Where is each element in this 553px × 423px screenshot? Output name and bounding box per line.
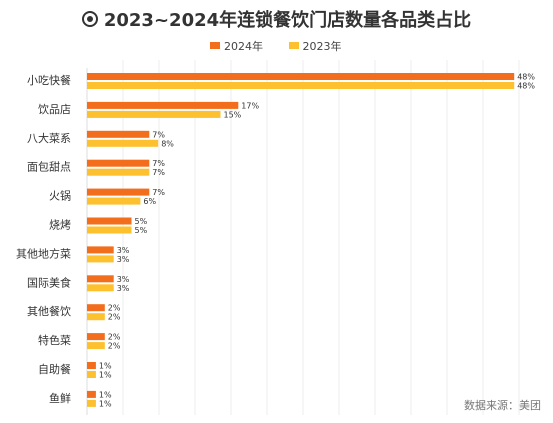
legend: 2024年 2023年 <box>210 38 364 54</box>
legend-item-2024: 2024年 <box>210 38 263 54</box>
data-label: 8% <box>161 139 174 148</box>
target-icon <box>81 11 98 27</box>
bar-2024 <box>87 188 150 196</box>
legend-label-2023: 2023年 <box>302 40 342 53</box>
category-label: 其他餐饮 <box>27 304 71 318</box>
data-label: 3% <box>117 255 130 264</box>
data-label: 48% <box>517 73 535 82</box>
bar-2024 <box>87 101 239 109</box>
category-label: 鱼鲜 <box>49 391 71 405</box>
data-label: 7% <box>152 159 165 168</box>
bar-2024 <box>87 275 114 283</box>
data-label: 1% <box>99 399 112 408</box>
data-label: 2% <box>108 333 121 342</box>
category-label: 特色菜 <box>38 333 71 347</box>
bar-2023 <box>87 139 159 147</box>
bar-2024 <box>87 159 150 167</box>
legend-label-2024: 2024年 <box>224 40 263 53</box>
bar-2023 <box>87 371 96 378</box>
category-label: 自助餐 <box>38 362 71 376</box>
category-label: 小吃快餐 <box>27 73 71 87</box>
bar-2023 <box>87 226 132 234</box>
data-label: 7% <box>152 168 165 177</box>
bar-2024 <box>87 130 150 138</box>
category-label: 烧烤 <box>49 218 71 232</box>
legend-swatch-2024 <box>210 42 220 49</box>
chart-title-row: 2023~2024年连锁餐饮门店数量各品类占比 <box>0 6 553 32</box>
category-label: 火锅 <box>49 190 71 203</box>
bar-2024 <box>87 390 96 398</box>
bar-2024 <box>87 333 105 341</box>
data-label: 48% <box>517 82 535 91</box>
data-label: 5% <box>135 226 148 235</box>
data-label: 5% <box>135 217 148 226</box>
data-label: 15% <box>224 110 242 119</box>
bar-2024 <box>87 246 114 254</box>
bar-2024 <box>87 362 96 369</box>
data-label: 7% <box>152 130 165 139</box>
bar-2023 <box>87 197 141 205</box>
data-label: 7% <box>152 188 165 197</box>
bar-2023 <box>87 110 221 118</box>
data-label: 2% <box>108 342 121 351</box>
bar-2023 <box>87 399 96 407</box>
bar-2024 <box>87 217 132 225</box>
category-label: 八大菜系 <box>27 131 71 145</box>
category-label: 面包甜点 <box>27 161 71 174</box>
bar-2024 <box>87 304 105 312</box>
legend-item-2023: 2023年 <box>288 38 342 54</box>
data-label: 17% <box>241 101 259 110</box>
bar-2023 <box>87 342 105 350</box>
chart-title: 2023~2024年连锁餐饮门店数量各品类占比 <box>103 10 472 31</box>
bar-2024 <box>87 73 515 80</box>
data-label: 1% <box>99 390 112 399</box>
data-label: 3% <box>117 275 130 284</box>
data-label: 2% <box>108 304 121 313</box>
legend-swatch-2023 <box>288 42 299 49</box>
category-label: 国际美食 <box>27 275 71 289</box>
bar-2023 <box>87 313 105 321</box>
bar-2023 <box>87 284 114 292</box>
data-label: 2% <box>108 313 121 322</box>
bar-2023 <box>87 255 114 263</box>
data-label: 1% <box>99 371 112 380</box>
data-source: 数据来源：美团 <box>464 399 541 412</box>
category-label: 其他地方菜 <box>16 246 71 260</box>
data-label: 6% <box>143 197 156 206</box>
category-label: 饮品店 <box>38 102 71 116</box>
bar-2023 <box>87 82 515 89</box>
bar-2023 <box>87 168 150 176</box>
data-label: 3% <box>117 284 130 293</box>
data-label: 1% <box>99 362 112 371</box>
data-label: 3% <box>117 246 130 255</box>
